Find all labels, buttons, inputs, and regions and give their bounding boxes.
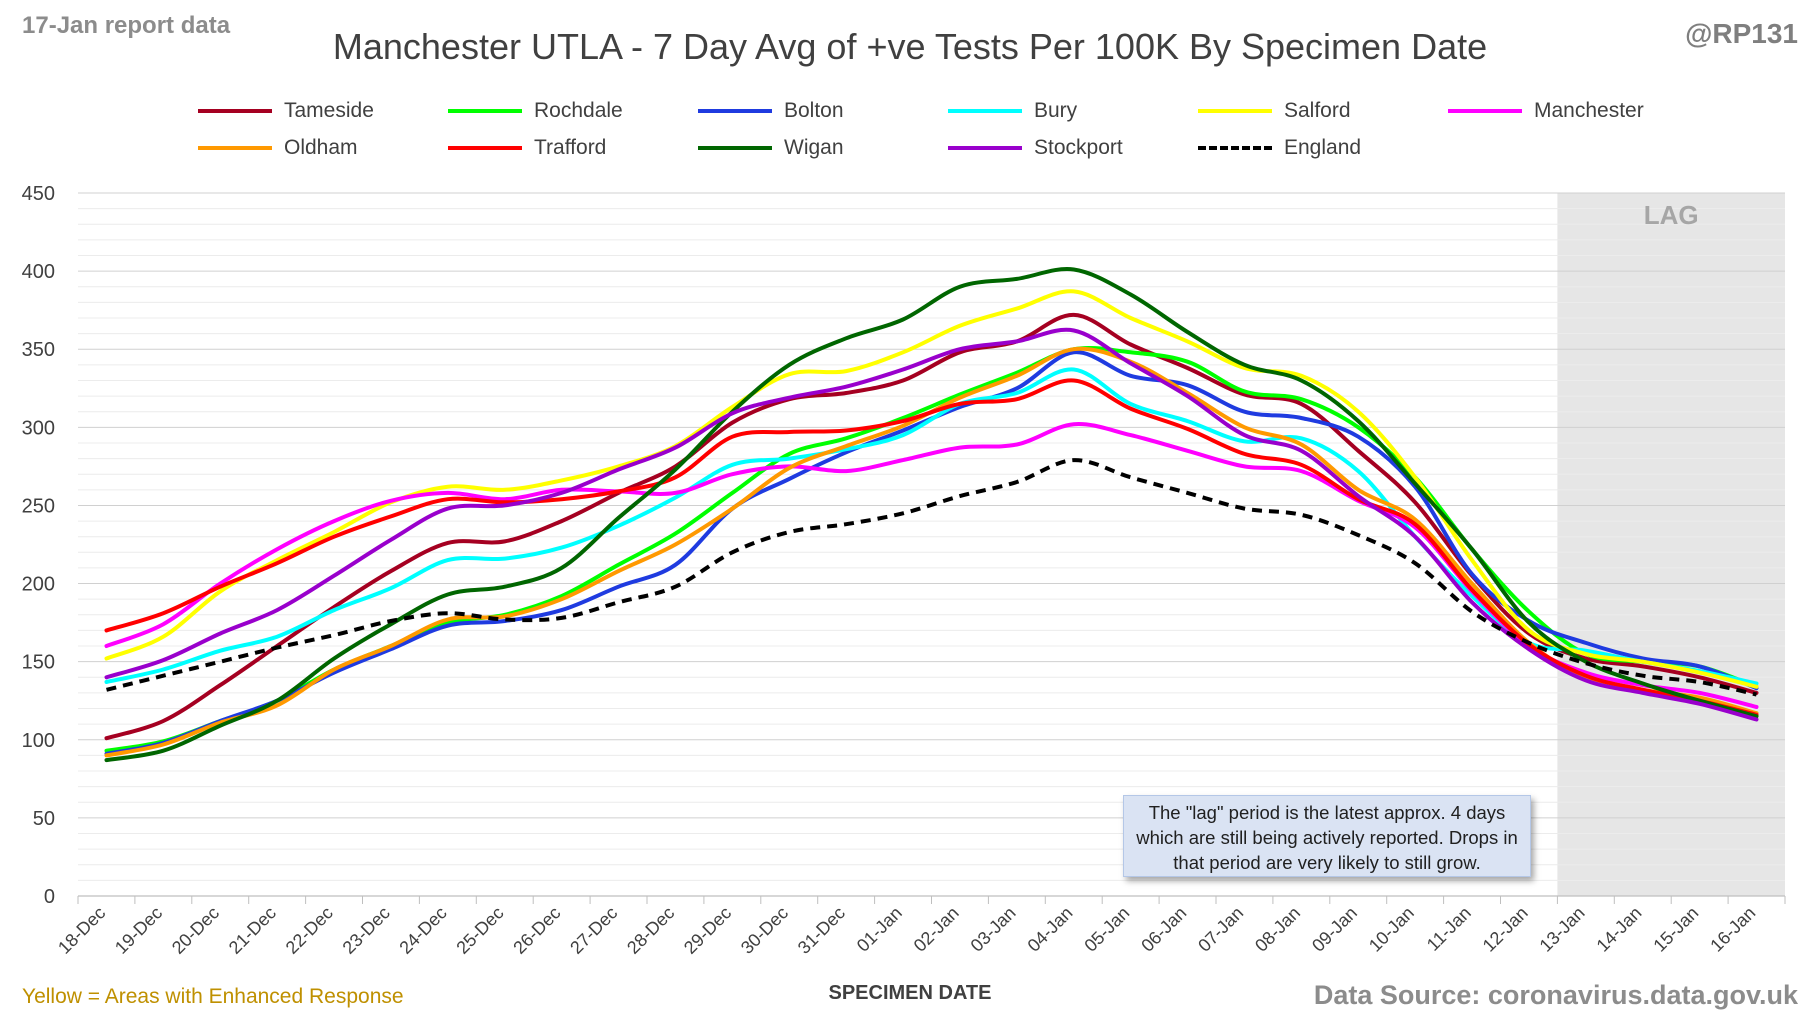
x-tick-label: 03-Jan <box>967 903 1020 956</box>
legend-label: Stockport <box>1034 136 1123 159</box>
legend-label: Rochdale <box>534 99 623 122</box>
y-tick-label: 100 <box>22 730 55 752</box>
x-axis-title: SPECIMEN DATE <box>828 982 992 1004</box>
x-tick-label: 12-Jan <box>1479 903 1532 956</box>
x-tick-label: 11-Jan <box>1423 903 1475 955</box>
series-line-wigan <box>104 267 1759 763</box>
lag-explanation-note: The "lag" period is the latest approx. 4… <box>1123 795 1531 877</box>
x-tick-label: 08-Jan <box>1251 903 1304 956</box>
chart-title: Manchester UTLA - 7 Day Avg of +ve Tests… <box>332 26 1488 67</box>
legend-item-stockport: Stockport <box>948 133 1123 163</box>
x-tick-label: 21-Dec <box>225 903 280 958</box>
legend-swatch <box>1198 146 1272 150</box>
legend-item-bolton: Bolton <box>698 96 844 126</box>
series-line-oldham <box>104 346 1759 758</box>
legend-swatch <box>448 109 522 113</box>
x-tick-label: 09-Jan <box>1308 903 1361 956</box>
y-tick-label: 450 <box>22 183 55 205</box>
legend-item-rochdale: Rochdale <box>448 96 623 126</box>
x-tick-label: 13-Jan <box>1536 903 1589 956</box>
x-tick-label: 19-Dec <box>111 903 166 958</box>
legend-label: Bury <box>1034 99 1078 122</box>
x-tick-label: 18-Dec <box>54 903 109 958</box>
x-tick-label: 14-Jan <box>1593 903 1646 956</box>
legend-item-manchester: Manchester <box>1448 96 1644 126</box>
x-tick-label: 16-Jan <box>1706 903 1759 956</box>
y-tick-label: 0 <box>44 886 55 908</box>
legend-swatch <box>698 109 772 113</box>
legend-swatch <box>1448 109 1522 113</box>
data-source-label: Data Source: coronavirus.data.gov.uk <box>1313 980 1798 1010</box>
legend-item-england: England <box>1198 133 1361 163</box>
x-tick-label: 28-Dec <box>623 903 678 958</box>
legend-item-bury: Bury <box>948 96 1077 126</box>
y-tick-label: 50 <box>33 808 55 830</box>
legend-swatch <box>948 146 1022 150</box>
x-tick-label: 24-Dec <box>396 903 451 958</box>
series-line-rochdale <box>104 345 1759 753</box>
legend-item-wigan: Wigan <box>698 133 844 163</box>
legend-swatch <box>448 146 522 150</box>
author-handle: @RP131 <box>1685 18 1798 49</box>
x-tick-label: 10-Jan <box>1365 903 1418 956</box>
legend-item-oldham: Oldham <box>198 133 358 163</box>
x-tick-label: 31-Dec <box>794 903 849 958</box>
legend-swatch <box>698 146 772 150</box>
x-tick-label: 29-Dec <box>680 903 735 958</box>
enhanced-response-note: Yellow = Areas with Enhanced Response <box>22 985 404 1008</box>
x-tick-label: 05-Jan <box>1080 903 1133 956</box>
legend-label: Trafford <box>534 136 607 159</box>
x-tick-label: 04-Jan <box>1024 903 1077 956</box>
legend-label: Oldham <box>284 136 358 159</box>
legend-label: England <box>1284 136 1362 159</box>
series-line-salford <box>104 289 1759 689</box>
legend-label: Wigan <box>784 136 844 159</box>
x-tick-label: 22-Dec <box>282 903 337 958</box>
legend-item-trafford: Trafford <box>448 133 606 163</box>
x-tick-label: 27-Dec <box>566 903 621 958</box>
report-date-label: 17-Jan report data <box>22 12 231 39</box>
series-line-trafford <box>104 378 1759 717</box>
legend-swatch <box>198 109 272 113</box>
legend-item-salford: Salford <box>1198 96 1351 126</box>
y-tick-label: 150 <box>22 652 55 674</box>
legend-label: Manchester <box>1534 99 1644 122</box>
lag-label: LAG <box>1644 200 1699 230</box>
legend-swatch <box>948 109 1022 113</box>
legend-label: Salford <box>1284 99 1351 122</box>
series-line-stockport <box>104 327 1759 722</box>
legend-label: Bolton <box>784 99 844 122</box>
legend-item-tameside: Tameside <box>198 96 374 126</box>
y-tick-label: 400 <box>22 261 55 283</box>
series-line-england <box>106 458 1757 697</box>
legend-swatch <box>198 146 272 150</box>
x-tick-label: 02-Jan <box>910 903 963 956</box>
series-line-tameside <box>104 312 1759 741</box>
y-tick-label: 250 <box>22 495 55 517</box>
x-tick-label: 06-Jan <box>1137 903 1190 956</box>
x-tick-label: 30-Dec <box>737 903 792 958</box>
x-tick-label: 26-Dec <box>509 903 564 958</box>
x-tick-label: 01-Jan <box>853 903 906 956</box>
legend-label: Tameside <box>284 99 374 122</box>
y-tick-label: 300 <box>22 417 55 439</box>
y-tick-label: 200 <box>22 574 55 596</box>
x-tick-label: 25-Dec <box>452 903 507 958</box>
lag-region <box>1557 193 1785 896</box>
legend-swatch <box>1198 109 1272 113</box>
x-tick-label: 07-Jan <box>1194 903 1247 956</box>
x-tick-label: 23-Dec <box>339 903 394 958</box>
y-tick-label: 350 <box>22 339 55 361</box>
x-tick-label: 20-Dec <box>168 903 223 958</box>
x-tick-label: 15-Jan <box>1649 903 1702 956</box>
